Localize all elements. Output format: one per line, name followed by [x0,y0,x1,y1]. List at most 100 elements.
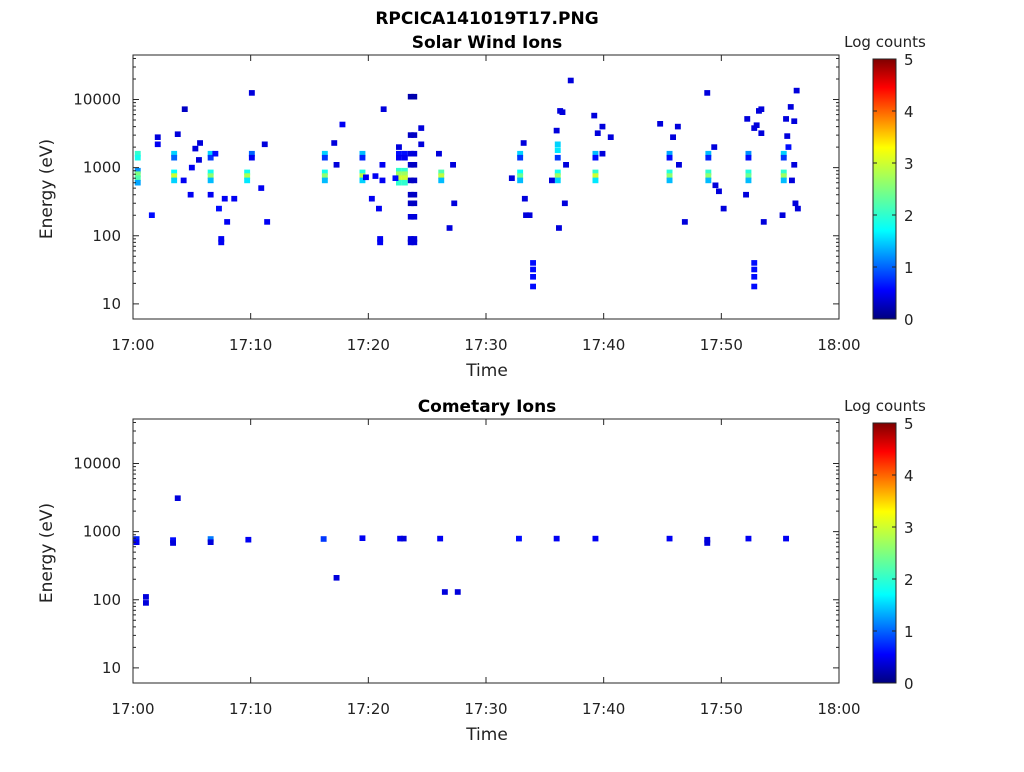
data-cell [553,127,560,134]
data-cell [418,125,425,131]
data-cell [411,236,418,242]
colorbar-tick-label: 5 [904,51,914,69]
data-cell [261,141,268,148]
data-cell [170,537,176,543]
data-cell [407,236,414,242]
data-cell [181,106,188,112]
data-cell [594,130,601,136]
data-cell [333,162,340,168]
data-cell [436,150,442,157]
data-cell [676,162,682,168]
data-cell [359,535,366,541]
data-cell [779,212,786,218]
data-cell [379,162,386,168]
data-cell [563,162,569,168]
data-cell [411,239,418,246]
data-cell [599,123,606,130]
data-cell [411,150,418,157]
x-tick-label: 17:20 [347,336,390,354]
data-cell [171,177,178,184]
data-cell [681,219,688,225]
data-cell [559,109,566,115]
data-cell [554,141,561,148]
data-cell [592,177,599,184]
data-cell [396,179,402,186]
data-cell [321,173,328,179]
data-cell [258,185,265,191]
data-cell [244,177,251,184]
data-cell [704,90,711,96]
data-cell [783,535,789,542]
data-cell [407,162,414,168]
colorbar-tick-label: 5 [904,415,914,433]
colorbar-label-solar-wind: Log counts [844,33,926,51]
data-cell [666,150,673,157]
data-cell [592,173,599,179]
x-tick-label: 17:50 [700,700,743,718]
data-cell [401,150,408,157]
data-cell [780,169,787,176]
data-cell [407,214,414,220]
panel-title-cometary: Cometary Ions [418,397,557,417]
data-cell [331,140,338,146]
data-cell [359,177,366,184]
y-tick-label: 10 [102,659,121,677]
y-tick-label: 10000 [73,455,121,473]
data-cell [784,133,791,139]
data-cell [705,154,712,161]
colorbar-tick-label: 2 [904,207,914,225]
colorbar-tick-label: 4 [904,103,914,121]
data-cell [745,154,752,161]
data-cell [359,154,366,161]
data-cell [207,177,214,184]
x-tick-label: 17:10 [229,336,272,354]
data-cell [517,154,524,161]
data-cell [592,150,599,157]
data-cell [674,123,681,130]
data-cell [407,177,414,184]
data-cell [264,219,271,225]
data-cell [174,131,181,137]
data-cell [517,169,524,176]
data-cell [745,169,752,176]
data-cell [174,495,181,501]
data-cell [666,177,673,184]
x-tick-label: 18:00 [817,336,860,354]
data-cell [751,274,758,280]
data-cell [143,600,149,606]
data-cell [207,173,214,179]
data-cell [704,536,711,543]
data-cell [218,236,225,242]
data-cell [396,167,402,174]
data-cell [438,173,445,179]
y-tick-label: 10 [102,295,121,313]
data-cell [377,239,384,246]
data-cell [407,239,414,246]
data-cell [339,121,346,128]
data-cell [666,173,673,179]
data-cell [218,239,225,246]
data-cell [134,150,141,157]
data-cell [530,260,536,266]
data-cell [372,173,379,179]
data-cell [592,169,599,176]
data-cell [221,195,228,202]
data-cell [396,171,402,177]
data-cell [454,589,461,595]
data-cell [321,150,328,157]
data-cell [753,122,760,128]
data-cell [180,177,187,184]
data-cell [438,169,445,176]
data-cell [170,540,176,546]
x-tick-label: 17:30 [464,336,507,354]
data-cell [207,154,214,161]
data-cell [134,179,141,186]
colorbar-tick-label: 0 [904,675,914,693]
y-tick-label: 1000 [83,523,121,541]
data-cell [411,93,418,100]
data-cell [379,177,386,184]
data-cell [197,140,203,146]
data-cell [133,536,140,542]
data-cell [705,169,712,176]
